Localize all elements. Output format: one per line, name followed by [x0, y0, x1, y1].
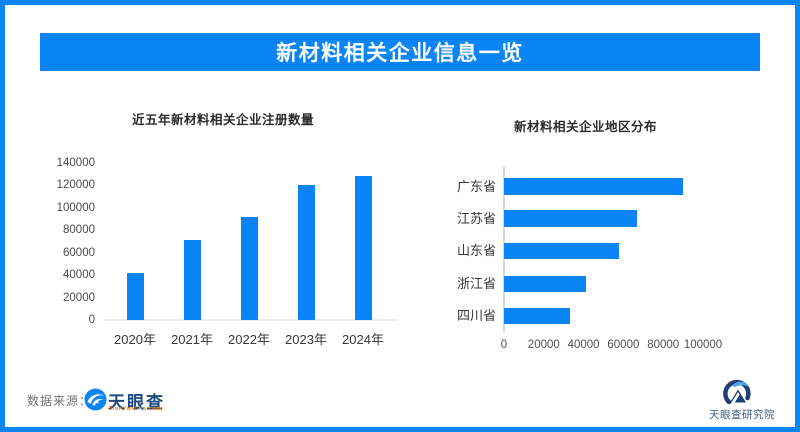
category-label: 广东省: [456, 178, 496, 194]
x-tick-label: 40000: [567, 339, 600, 351]
bar-山东省: [504, 242, 620, 260]
x-axis-label: 2024年: [342, 332, 384, 347]
tianyancha-logo-text: 天眼查: [108, 393, 165, 412]
y-tick-label: 20000: [63, 291, 95, 304]
research-institute-logo-icon: [723, 379, 751, 405]
bar-2021年: [183, 240, 201, 320]
region-bar-chart: 广东省 江苏省 山东省 浙江省 四川省 0 20000 40000 60000 80000 1000…: [5, 5, 795, 427]
y-tick-label: 0: [88, 314, 95, 326]
x-axis-label: 2021年: [171, 332, 213, 347]
y-tick-label: 140000: [56, 157, 95, 169]
x-axis-label: 2023年: [285, 332, 327, 347]
x-tick-label: 100000: [683, 339, 723, 351]
left-chart-title: 近五年新材料相关企业注册数量: [132, 113, 315, 127]
category-label: 浙江省: [456, 276, 496, 291]
bar-2024年: [354, 176, 372, 320]
y-tick-label: 120000: [56, 179, 95, 192]
x-tick-label: 60000: [607, 339, 640, 351]
x-axis-label: 2020年: [114, 332, 156, 347]
page-title: 新材料相关企业信息一览: [40, 33, 760, 71]
right-chart-title: 新材料相关企业地区分布: [513, 120, 657, 134]
bar-广东省: [504, 178, 684, 195]
x-tick-label: 80000: [647, 339, 680, 351]
y-tick-label: 100000: [56, 201, 95, 214]
data-source-label: 数据来源：: [27, 394, 93, 408]
bar-浙江省: [504, 275, 586, 293]
research-institute-label: 天眼查研究院: [709, 409, 775, 421]
bar-2020年: [126, 272, 144, 320]
registration-bar-chart: 0 20000 40000 60000 80000 100000 120000 140000 2…: [5, 5, 795, 427]
y-tick-label: 80000: [63, 224, 95, 237]
y-tick-label: 40000: [63, 269, 95, 282]
x-axis-line: [105, 319, 397, 321]
category-label: 山东省: [456, 243, 496, 258]
bar-江苏省: [504, 210, 638, 227]
x-tick-label: 0: [500, 339, 508, 351]
x-tick-label: 20000: [527, 339, 560, 351]
bar-2023年: [297, 185, 315, 320]
y-tick-label: 60000: [63, 246, 95, 259]
category-label: 四川省: [456, 308, 496, 323]
bar-四川省: [504, 307, 570, 325]
bar-2022年: [240, 216, 258, 320]
category-label: 江苏省: [456, 210, 496, 226]
x-axis-label: 2022年: [228, 332, 270, 347]
tianyancha-logo-icon: [84, 388, 107, 411]
tianyancha-logo-url: TianYanCha.com: [109, 406, 162, 412]
